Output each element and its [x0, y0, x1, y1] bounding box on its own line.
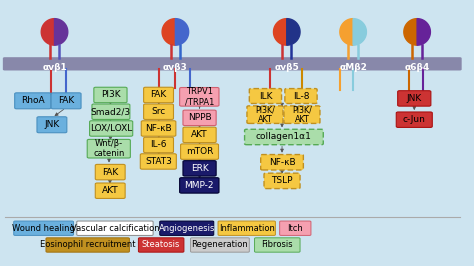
Text: αMβ2: αMβ2 [339, 63, 367, 72]
Text: FAK: FAK [58, 96, 74, 105]
Text: Regeneration: Regeneration [191, 240, 248, 250]
Text: AKT: AKT [191, 130, 208, 139]
FancyBboxPatch shape [245, 129, 323, 145]
Text: α6β4: α6β4 [404, 63, 430, 72]
FancyBboxPatch shape [284, 106, 320, 123]
FancyBboxPatch shape [261, 155, 303, 170]
FancyBboxPatch shape [15, 93, 51, 109]
FancyBboxPatch shape [285, 89, 317, 103]
Text: JNK: JNK [407, 94, 422, 103]
Polygon shape [417, 19, 430, 45]
Polygon shape [41, 19, 55, 45]
FancyBboxPatch shape [183, 127, 216, 143]
FancyBboxPatch shape [180, 178, 219, 193]
Text: RhoA: RhoA [21, 96, 45, 105]
FancyBboxPatch shape [37, 117, 67, 133]
FancyBboxPatch shape [77, 221, 153, 235]
FancyBboxPatch shape [191, 238, 249, 252]
FancyBboxPatch shape [51, 93, 81, 109]
Polygon shape [175, 19, 189, 45]
FancyBboxPatch shape [249, 89, 282, 103]
Text: LOX/LOXL: LOX/LOXL [90, 124, 132, 133]
Polygon shape [340, 19, 353, 45]
Text: collagen1α1: collagen1α1 [256, 132, 312, 142]
Text: IL-6: IL-6 [150, 140, 167, 149]
FancyBboxPatch shape [144, 87, 173, 103]
Text: Fibrosis: Fibrosis [262, 240, 293, 250]
Text: Wound healing: Wound healing [12, 224, 75, 233]
Text: TRPV1
/TRPA1: TRPV1 /TRPA1 [185, 88, 214, 106]
Polygon shape [404, 19, 417, 45]
Text: c-Jun: c-Jun [403, 115, 426, 124]
Text: STAT3: STAT3 [145, 157, 172, 166]
Text: NF-κB: NF-κB [145, 124, 172, 133]
Text: αvβ3: αvβ3 [163, 63, 188, 72]
FancyBboxPatch shape [87, 139, 130, 158]
Text: Eosinophil recruitment: Eosinophil recruitment [40, 240, 136, 250]
Text: Inflammation: Inflammation [219, 224, 274, 233]
Text: ERK: ERK [191, 164, 209, 173]
FancyBboxPatch shape [95, 183, 125, 198]
FancyBboxPatch shape [247, 106, 283, 123]
Text: TSLP: TSLP [271, 176, 293, 185]
FancyBboxPatch shape [3, 57, 462, 70]
FancyBboxPatch shape [141, 121, 176, 136]
Text: αvβ1: αvβ1 [42, 63, 67, 72]
Polygon shape [55, 19, 68, 45]
FancyBboxPatch shape [180, 88, 219, 106]
FancyBboxPatch shape [280, 221, 311, 235]
FancyBboxPatch shape [95, 164, 125, 180]
FancyBboxPatch shape [255, 238, 300, 252]
FancyBboxPatch shape [218, 221, 275, 235]
Text: Itch: Itch [287, 224, 303, 233]
FancyBboxPatch shape [160, 221, 214, 235]
Text: ILK: ILK [259, 92, 272, 101]
Polygon shape [353, 19, 366, 45]
Text: Angiogenesis: Angiogenesis [159, 224, 215, 233]
FancyBboxPatch shape [181, 144, 219, 159]
FancyBboxPatch shape [138, 238, 184, 252]
FancyBboxPatch shape [144, 104, 173, 119]
Text: IL-8: IL-8 [293, 92, 309, 101]
FancyBboxPatch shape [144, 137, 173, 153]
FancyBboxPatch shape [396, 112, 432, 127]
FancyBboxPatch shape [183, 110, 216, 126]
Text: MMP-2: MMP-2 [184, 181, 214, 190]
Text: Vascular calcification: Vascular calcification [71, 224, 159, 233]
Text: FAK: FAK [102, 168, 118, 177]
Text: αvβ5: αvβ5 [274, 63, 299, 72]
FancyBboxPatch shape [398, 91, 431, 106]
Text: PI3K/
AKT: PI3K/ AKT [292, 105, 312, 124]
Text: mTOR: mTOR [186, 147, 213, 156]
Text: FAK: FAK [150, 90, 167, 99]
FancyBboxPatch shape [46, 238, 129, 252]
Text: PI3K: PI3K [100, 90, 120, 99]
FancyBboxPatch shape [90, 121, 133, 136]
Text: Smad2/3: Smad2/3 [91, 107, 131, 116]
Polygon shape [162, 19, 175, 45]
Text: NF-κB: NF-κB [269, 158, 295, 167]
Text: JNK: JNK [44, 120, 60, 129]
FancyBboxPatch shape [14, 221, 73, 235]
Text: Src: Src [151, 107, 166, 116]
FancyBboxPatch shape [94, 87, 127, 103]
Text: Steatosis: Steatosis [142, 240, 180, 250]
Text: AKT: AKT [102, 186, 118, 195]
Text: PI3K/
AKT: PI3K/ AKT [255, 105, 275, 124]
FancyBboxPatch shape [264, 173, 300, 189]
Polygon shape [273, 19, 287, 45]
Text: NPPB: NPPB [188, 113, 211, 122]
Text: Wnt/β-
catenin: Wnt/β- catenin [93, 139, 125, 158]
FancyBboxPatch shape [140, 154, 176, 169]
FancyBboxPatch shape [92, 104, 130, 119]
Polygon shape [287, 19, 300, 45]
FancyBboxPatch shape [183, 161, 216, 176]
